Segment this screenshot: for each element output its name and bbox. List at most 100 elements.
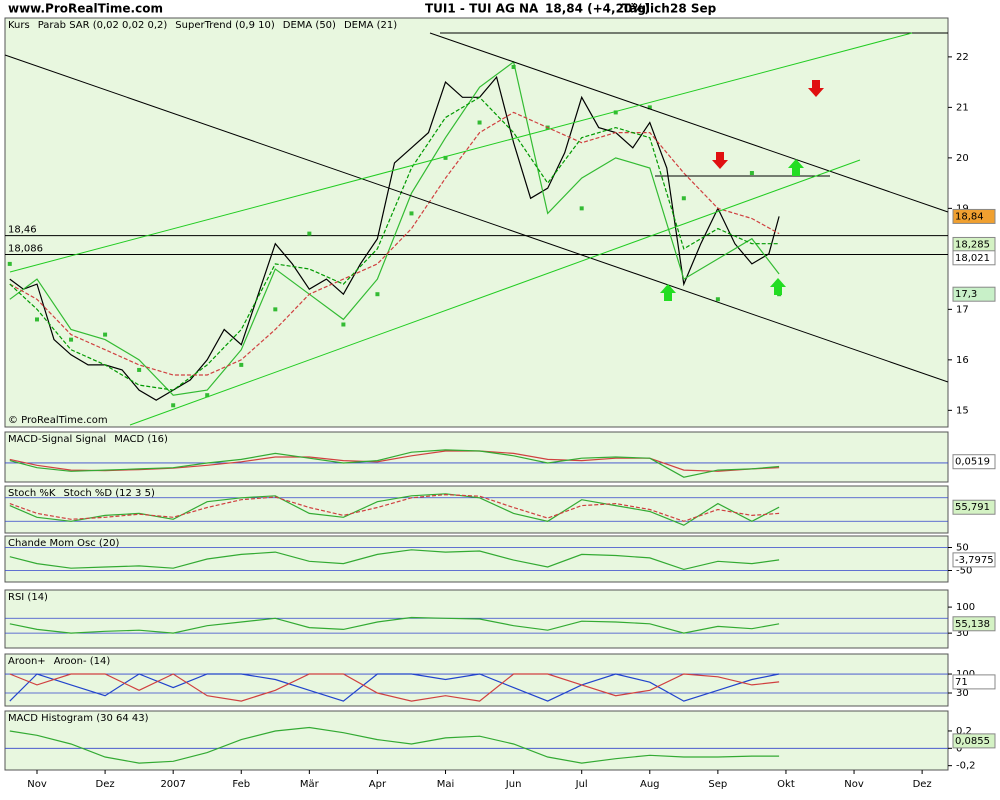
series-line [9, 673, 780, 702]
plot-area [9, 449, 780, 478]
panel-background [4, 485, 949, 534]
last-value-label: 0,0855 [955, 736, 990, 747]
panel-background [4, 653, 949, 707]
sar-dot [681, 196, 686, 201]
y-tick-label: 20 [956, 153, 969, 164]
x-tick-label: Okt [777, 779, 795, 790]
sar-dot [35, 317, 40, 322]
panels: 15 16 17 19 20 21 22 18,46 18,086 Kurs Parab SAR (… [4, 17, 996, 790]
y-tick-label: 16 [956, 355, 969, 366]
legend-entry: Parab SAR (0,02 0,02 0,2) [38, 20, 168, 31]
sar-dot [409, 211, 414, 216]
plot-area [9, 673, 780, 702]
trend-line [4, 54, 949, 383]
series-line [9, 449, 780, 478]
sar-dot [579, 206, 584, 211]
last-value-label: 17,3 [955, 289, 977, 300]
last-value-label: 71 [955, 677, 968, 688]
y-tick-label: 22 [956, 52, 969, 63]
sar-dot [273, 307, 278, 312]
x-tick-label: Dez [913, 779, 932, 790]
last-value-label: 18,84 [955, 211, 984, 222]
annotations [4, 32, 949, 426]
last-value-label: 55,791 [955, 502, 990, 513]
legend-entry: MACD Histogram (30 64 43) [8, 713, 149, 724]
period: Täglich [622, 2, 670, 16]
y-tick-label: -50 [956, 566, 972, 577]
series-line [9, 493, 780, 526]
last-value-label: 18,285 [955, 239, 990, 250]
series-line [9, 60, 780, 396]
y-tick-label: 17 [956, 304, 969, 315]
last-value-label: 18,021 [955, 253, 990, 264]
last-value-label: 55,138 [955, 619, 990, 630]
sar-dot [7, 261, 12, 266]
legend-entry: Aroon+ [8, 656, 46, 667]
sar-dot [171, 403, 176, 408]
y-tick-label: 50 [956, 543, 969, 554]
x-tick-label: Nov [844, 779, 864, 790]
series-line [9, 549, 780, 571]
legend-entry: Stoch %K [8, 488, 56, 499]
x-tick-label: Dez [96, 779, 115, 790]
sar-dot [613, 110, 618, 115]
last-value-box [952, 616, 996, 632]
x-tick-label: Jun [505, 779, 522, 790]
series-line [9, 673, 780, 702]
x-tick-label: Nov [27, 779, 47, 790]
sar-dot [511, 64, 516, 69]
sar-dot [715, 297, 720, 302]
buy-arrow [788, 159, 804, 176]
sar-dot [103, 332, 108, 337]
x-tick-label: Aug [640, 779, 660, 790]
sell-arrow [808, 80, 824, 97]
y-tick-label: 15 [956, 405, 969, 416]
last-value-box [952, 286, 996, 302]
price-line-label: 18,086 [8, 244, 43, 255]
symbol: TUI1 - TUI AG NA [425, 2, 539, 16]
legend-entry: MACD (16) [114, 434, 168, 445]
channel-line [9, 32, 913, 273]
series-line [9, 493, 780, 522]
panel-background [4, 17, 949, 428]
channel-line [129, 159, 861, 426]
last-value-box [952, 208, 996, 224]
y-tick-label: 0 [956, 743, 962, 754]
plot-area [9, 549, 780, 571]
series-line [9, 111, 780, 376]
y-tick-label: 30 [956, 688, 969, 699]
series-line [9, 75, 780, 401]
legend-entry: SuperTrend (0,9 10) [175, 20, 275, 31]
plot-area [9, 616, 780, 634]
sar-dot [477, 120, 482, 125]
last-value-box [952, 499, 996, 515]
series-line [9, 616, 780, 634]
series-line [9, 450, 780, 472]
last-value-box [952, 674, 996, 690]
trend-line [429, 32, 949, 213]
sar-dot [137, 367, 142, 372]
sell-arrow [712, 152, 728, 169]
x-tick-label: Sep [708, 779, 727, 790]
y-tick-label: 21 [956, 102, 969, 113]
y-tick-label: 100 [956, 602, 975, 613]
x-tick-label: Mär [300, 779, 320, 790]
sar-dot [307, 231, 312, 236]
x-tick-label: Apr [369, 779, 387, 790]
series-line [9, 96, 780, 391]
panel-background [4, 710, 949, 771]
legend-entry: Aroon- (14) [54, 656, 111, 667]
legend-entry: Stoch %D (12 3 5) [63, 488, 154, 499]
buy-arrow [660, 284, 676, 301]
sar-dot [647, 105, 652, 110]
series-line [9, 726, 780, 764]
legend-entry: MACD-Signal Signal [8, 434, 106, 445]
quote: 18,84 (+4,20%) [545, 2, 650, 16]
last-value-box [952, 733, 996, 749]
legend-entry: DEMA (50) [283, 20, 336, 31]
x-tick-label: Mai [437, 779, 455, 790]
panel-background [4, 431, 949, 483]
sar-dot [749, 171, 754, 176]
legend-entry: Kurs [8, 20, 30, 31]
